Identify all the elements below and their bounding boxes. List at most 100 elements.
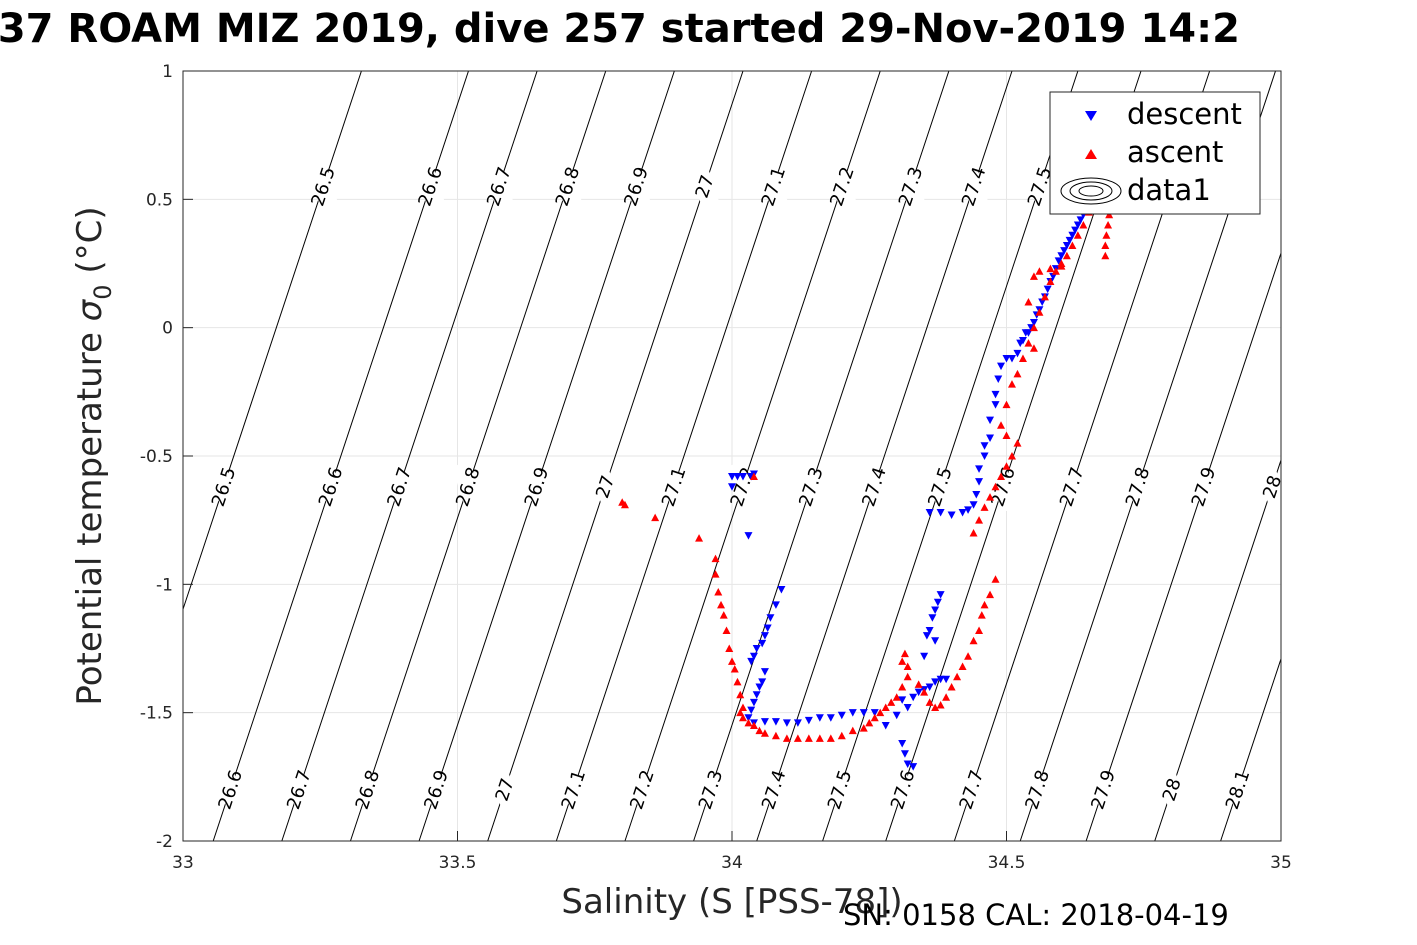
descent-point bbox=[986, 416, 995, 425]
isopycnal-label-bg bbox=[794, 461, 828, 513]
isopycnal-label-bg bbox=[858, 461, 891, 513]
descent-point bbox=[933, 598, 942, 607]
ascent-point bbox=[1062, 251, 1071, 260]
x-tick-label: 35 bbox=[1270, 853, 1292, 873]
descent-point bbox=[760, 632, 769, 640]
descent-point bbox=[881, 722, 890, 730]
y-tick-label: -1.5 bbox=[140, 704, 173, 724]
descent-point bbox=[936, 591, 945, 599]
ascent-point bbox=[964, 652, 973, 660]
ascent-point bbox=[760, 729, 769, 737]
ascent-point bbox=[771, 731, 780, 740]
ascent-point bbox=[1102, 231, 1111, 239]
chart-title: 537 ROAM MIZ 2019, dive 257 started 29-N… bbox=[0, 6, 1240, 52]
isopycnal-label-bg bbox=[589, 461, 622, 513]
descent-point bbox=[859, 709, 868, 717]
ascent-point bbox=[1002, 462, 1011, 470]
descent-point bbox=[728, 473, 736, 481]
descent-point bbox=[1029, 319, 1038, 327]
ascent-point bbox=[986, 590, 995, 599]
descent-point bbox=[898, 739, 907, 748]
descent-point bbox=[936, 675, 945, 684]
ascent-point bbox=[1104, 221, 1113, 229]
ascent-point bbox=[1040, 292, 1049, 301]
descent-point bbox=[1071, 226, 1080, 235]
descent-point bbox=[903, 704, 912, 712]
isopycnal-label-bg bbox=[825, 160, 859, 213]
isopycnal-label-bg bbox=[551, 160, 584, 213]
ascent-point bbox=[1002, 431, 1011, 439]
isopycnal-label-bg bbox=[282, 764, 315, 816]
ascent-point bbox=[736, 708, 745, 717]
ascent-point bbox=[736, 690, 745, 699]
ascent-point bbox=[1029, 344, 1038, 352]
descent-point bbox=[1013, 349, 1022, 358]
descent-point bbox=[747, 706, 756, 715]
isopycnal-label-bg bbox=[987, 461, 1020, 513]
ascent-point bbox=[903, 672, 912, 681]
isopycnal-label-bg bbox=[207, 461, 240, 513]
ascent-point bbox=[719, 611, 728, 619]
descent-point bbox=[1038, 298, 1047, 306]
ascent-point bbox=[1046, 277, 1055, 285]
y-tick-label: 1 bbox=[162, 62, 173, 82]
ascent-point bbox=[958, 662, 967, 670]
descent-point bbox=[1060, 247, 1069, 255]
ascent-point bbox=[920, 688, 929, 696]
isopycnal-label-bg bbox=[823, 764, 856, 816]
ascent-point bbox=[733, 677, 742, 686]
descent-point bbox=[997, 362, 1006, 371]
isopycnal-label-bg bbox=[557, 764, 590, 816]
isopycnal-label-bg bbox=[451, 461, 484, 513]
descent-point bbox=[909, 693, 918, 702]
ascent-point bbox=[881, 703, 890, 712]
isopycnal-label-bg bbox=[1121, 461, 1154, 513]
descent-point bbox=[760, 668, 769, 676]
ascent-point bbox=[837, 731, 846, 740]
descent-point bbox=[752, 691, 761, 699]
legend-ascent-label: ascent bbox=[1127, 135, 1223, 169]
descent-point bbox=[931, 606, 940, 614]
ascent-point bbox=[1073, 231, 1082, 239]
descent-point bbox=[749, 652, 758, 661]
descent-point bbox=[1018, 337, 1027, 345]
descent-point bbox=[975, 465, 984, 473]
ascent-point bbox=[848, 726, 857, 735]
ascent-point bbox=[942, 693, 951, 701]
descent-point bbox=[826, 714, 835, 722]
ascent-point bbox=[755, 726, 764, 735]
descent-point bbox=[1062, 242, 1071, 250]
descent-point bbox=[752, 645, 761, 653]
ascent-point bbox=[744, 718, 753, 727]
y-tick-label: -1 bbox=[156, 575, 173, 595]
descent-point bbox=[771, 601, 780, 609]
descent-point bbox=[738, 473, 747, 481]
ascent-point bbox=[969, 636, 978, 645]
descent-point bbox=[900, 750, 909, 758]
ascent-point bbox=[711, 570, 720, 578]
ascent-point bbox=[738, 703, 747, 712]
isopycnal-label-bg bbox=[1087, 764, 1120, 816]
descent-point bbox=[936, 508, 945, 517]
descent-point bbox=[980, 442, 989, 450]
ascent-point bbox=[898, 683, 907, 691]
ascent-point bbox=[730, 665, 739, 673]
ascent-point bbox=[977, 611, 986, 619]
isopycnal-line bbox=[1154, 458, 1281, 841]
ascent-point bbox=[859, 724, 868, 732]
ascent-point bbox=[1035, 308, 1044, 316]
isopycnal-label-bg bbox=[314, 461, 347, 513]
isopycnal-label-bg bbox=[886, 764, 919, 816]
ascent-point bbox=[620, 500, 629, 509]
ascent-point bbox=[1051, 267, 1060, 275]
isopycnal-label-bg bbox=[657, 461, 690, 513]
descent-point bbox=[771, 718, 780, 726]
descent-point bbox=[782, 719, 791, 727]
ascent-point bbox=[826, 734, 835, 742]
ascent-point bbox=[991, 482, 1000, 491]
descent-point bbox=[975, 478, 984, 486]
descent-point bbox=[947, 511, 956, 520]
ascent-point bbox=[1024, 339, 1033, 347]
descent-point bbox=[942, 675, 951, 684]
ascent-series bbox=[618, 174, 1115, 742]
